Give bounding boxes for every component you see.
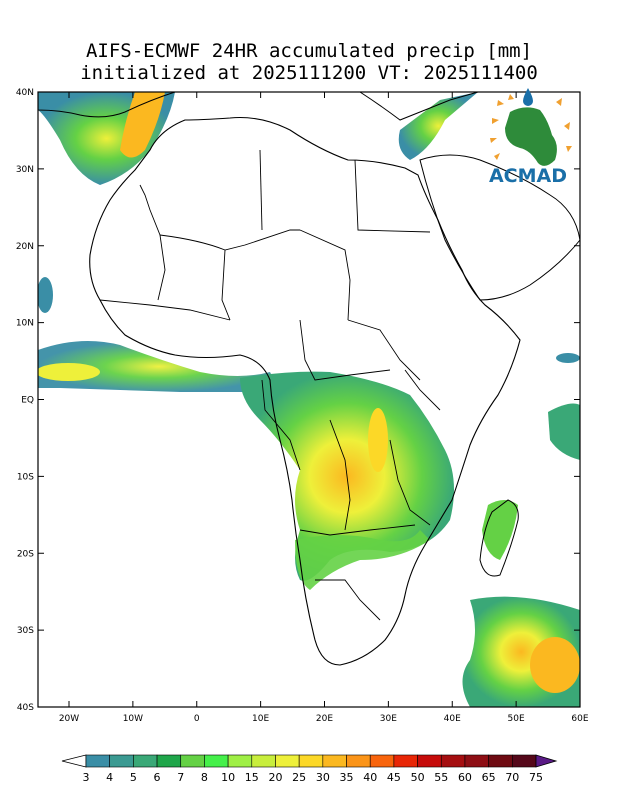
colorbar-label: 5 xyxy=(130,771,137,784)
colorbar-label: 4 xyxy=(106,771,113,784)
precip-area-southern-ocean-core xyxy=(530,637,580,693)
colorbar-label: 8 xyxy=(201,771,208,784)
country-borders xyxy=(99,149,441,621)
colorbar-box xyxy=(464,754,489,768)
logo-text: ACMAD xyxy=(489,165,567,187)
precip-area-indian-ocean xyxy=(548,403,580,460)
colorbar-label: 65 xyxy=(482,771,496,784)
lon-tick-label: 10E xyxy=(252,714,269,724)
colorbar-label: 7 xyxy=(177,771,184,784)
precip-area-indian-ocean-east xyxy=(556,353,580,363)
precip-area-atlantic-itcz xyxy=(38,341,280,392)
precip-area-east-med xyxy=(398,92,478,160)
lon-tick-label: 10W xyxy=(123,714,143,724)
colorbar-box xyxy=(180,754,205,768)
colorbar-box xyxy=(417,754,442,768)
colorbar-box xyxy=(156,754,182,768)
precip-area-madagascar xyxy=(482,500,518,560)
lon-tick-label: 20E xyxy=(316,714,333,724)
colorbar: 3 4 5 6 7 8 10 15 20 25 30 35 40 45 50 55 60 65 70 75 xyxy=(61,754,558,784)
precip-area-atlantic-core xyxy=(38,363,100,381)
colorbar-box xyxy=(393,754,418,768)
lon-tick-label: 40E xyxy=(444,714,461,724)
lat-tick-label: 40N xyxy=(16,88,34,98)
longitude-ticks: 20W 10W 0 10E 20E 30E 40E 50E 60E xyxy=(59,92,589,724)
latitude-ticks: 40N 30N 20N 10N EQ 10S 20S 30S 40S xyxy=(16,88,580,713)
colorbar-box xyxy=(109,754,134,768)
lat-tick-label: 30S xyxy=(17,626,34,636)
precip-area-lake-victoria xyxy=(368,408,388,472)
colorbar-label: 15 xyxy=(245,771,259,784)
colorbar-box xyxy=(322,754,347,768)
lon-tick-label: 60E xyxy=(571,714,588,724)
colorbar-label: 75 xyxy=(529,771,543,784)
colorbar-label: 25 xyxy=(292,771,306,784)
colorbar-low-arrow xyxy=(61,754,87,768)
colorbar-label: 10 xyxy=(221,771,235,784)
colorbar-label: 50 xyxy=(411,771,425,784)
colorbar-label: 45 xyxy=(387,771,401,784)
colorbar-box xyxy=(512,754,537,768)
colorbar-box xyxy=(488,754,513,768)
colorbar-box xyxy=(440,754,466,768)
colorbar-box xyxy=(346,754,371,768)
europe-coastline xyxy=(37,91,176,118)
madagascar-outline xyxy=(479,499,519,577)
colorbar-label: 6 xyxy=(154,771,161,784)
colorbar-label: 35 xyxy=(340,771,354,784)
colorbar-boxes xyxy=(85,754,537,768)
colorbar-box xyxy=(85,754,110,768)
precip-area-southern-band xyxy=(295,530,430,590)
map-title-line2: initialized at 2025111200 VT: 2025111400 xyxy=(80,62,538,84)
colorbar-label: 30 xyxy=(316,771,330,784)
lat-tick-label: 10N xyxy=(16,319,34,329)
colorbar-box xyxy=(227,754,253,768)
lat-tick-label: 30N xyxy=(16,165,34,175)
colorbar-box xyxy=(369,754,395,768)
colorbar-box xyxy=(275,754,300,768)
colorbar-label: 70 xyxy=(505,771,519,784)
lat-tick-label: 20S xyxy=(17,549,34,559)
colorbar-labels: 3 4 5 6 7 8 10 15 20 25 30 35 40 45 50 55 60 65 70 75 xyxy=(83,771,544,784)
colorbar-label: 3 xyxy=(83,771,90,784)
arabia-outline xyxy=(419,154,581,301)
acmad-logo: ACMAD xyxy=(489,88,572,187)
precip-area-iberia-core xyxy=(120,92,165,158)
africa-coastline xyxy=(89,116,521,666)
colorbar-label: 20 xyxy=(268,771,282,784)
colorbar-box xyxy=(133,754,158,768)
colorbar-label: 40 xyxy=(363,771,377,784)
logo-drop-icon xyxy=(523,88,533,106)
colorbar-box xyxy=(204,754,229,768)
lat-tick-label: 10S xyxy=(17,472,34,482)
lat-tick-label: 40S xyxy=(17,703,34,713)
colorbar-label: 55 xyxy=(434,771,448,784)
lat-tick-label: EQ xyxy=(21,396,34,406)
lat-tick-label: 20N xyxy=(16,242,34,252)
colorbar-label: 60 xyxy=(458,771,472,784)
lon-tick-label: 0 xyxy=(194,714,200,724)
turkey-coastline xyxy=(359,91,479,121)
lon-tick-label: 50E xyxy=(508,714,525,724)
colorbar-box xyxy=(251,754,276,768)
precip-field xyxy=(38,92,580,707)
colorbar-box xyxy=(298,754,324,768)
logo-sun-rays xyxy=(490,94,572,160)
logo-africa-shape xyxy=(505,107,557,166)
lon-tick-label: 20W xyxy=(59,714,79,724)
precip-area-west-atlantic xyxy=(38,277,53,313)
colorbar-high-arrow xyxy=(535,754,558,768)
map-title-line1: AIFS-ECMWF 24HR accumulated precip [mm] xyxy=(85,40,533,62)
lon-tick-label: 30E xyxy=(380,714,397,724)
